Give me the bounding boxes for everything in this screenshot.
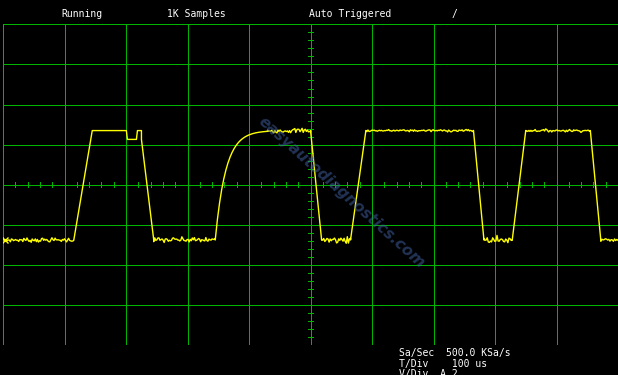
Text: 1K Samples: 1K Samples — [167, 9, 226, 20]
Text: /: / — [451, 9, 457, 20]
Text: Auto Triggered: Auto Triggered — [309, 9, 391, 20]
Text: Running: Running — [62, 9, 103, 20]
Text: easyautodiagnostics.com: easyautodiagnostics.com — [255, 114, 428, 271]
Text: V/Div  A 2: V/Div A 2 — [399, 369, 457, 375]
Text: T/Div    100 us: T/Div 100 us — [399, 358, 487, 369]
Text: Sa/Sec  500.0 KSa/s: Sa/Sec 500.0 KSa/s — [399, 348, 510, 358]
